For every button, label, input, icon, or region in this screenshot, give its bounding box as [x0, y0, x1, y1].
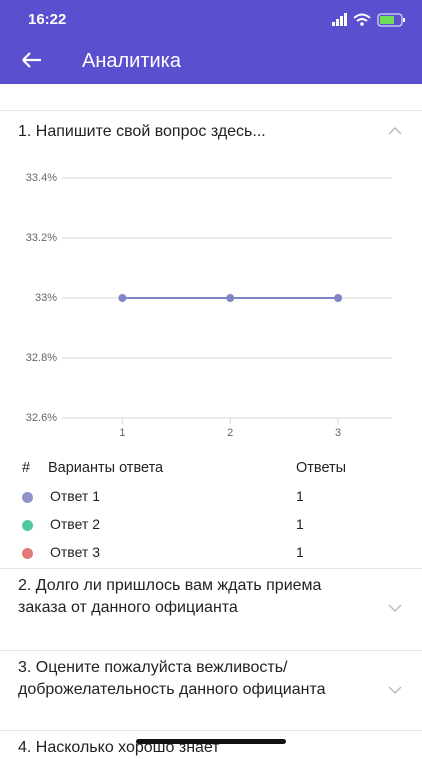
app-bar: 16:22 Аналитика: [0, 0, 422, 84]
y-tick-label: 33.4%: [26, 172, 57, 184]
status-icons: [332, 13, 405, 27]
y-tick-label: 32.8%: [26, 352, 57, 364]
collapse-icon[interactable]: [388, 126, 402, 136]
status-time: 16:22: [28, 11, 67, 28]
legend-dot: [22, 520, 33, 531]
table-header: #: [22, 460, 31, 476]
question-title[interactable]: 3. Оцените пожалуйста вежливость/ доброж…: [18, 659, 326, 698]
page-title: Аналитика: [82, 50, 181, 72]
table-header: Варианты ответа: [48, 460, 164, 476]
point: [118, 294, 127, 302]
answer-count: 1: [296, 488, 304, 504]
answer-count: 1: [296, 516, 304, 532]
x-tick-label: 1: [119, 427, 125, 439]
divider: [0, 568, 422, 569]
x-tick-label: 2: [227, 427, 233, 439]
y-tick-label: 32.6%: [26, 412, 57, 424]
legend-dot: [22, 548, 33, 559]
question-title[interactable]: 1. Напишите свой вопрос здесь...: [18, 123, 266, 140]
expand-icon[interactable]: [388, 603, 402, 613]
point: [226, 294, 235, 302]
table-header: Ответы: [296, 460, 347, 476]
answer-count: 1: [296, 544, 304, 560]
option-label: Ответ 3: [50, 544, 100, 560]
point: [334, 294, 343, 302]
divider: [0, 110, 422, 111]
divider: [0, 730, 422, 731]
y-tick-label: 33%: [35, 292, 57, 304]
y-tick-label: 33.2%: [26, 232, 57, 244]
home-indicator: [136, 739, 286, 744]
option-label: Ответ 2: [50, 516, 100, 532]
back-button[interactable]: [20, 50, 44, 70]
x-tick-label: 3: [335, 427, 341, 439]
divider: [0, 650, 422, 651]
legend-dot: [22, 492, 33, 503]
question-title[interactable]: 2. Долго ли пришлось вам ждать приема за…: [18, 577, 322, 616]
option-label: Ответ 1: [50, 488, 100, 504]
expand-icon[interactable]: [388, 685, 402, 695]
chart: 32.6% 32.8% 33% 33.2% 33.4% 1 2 3: [26, 172, 392, 439]
